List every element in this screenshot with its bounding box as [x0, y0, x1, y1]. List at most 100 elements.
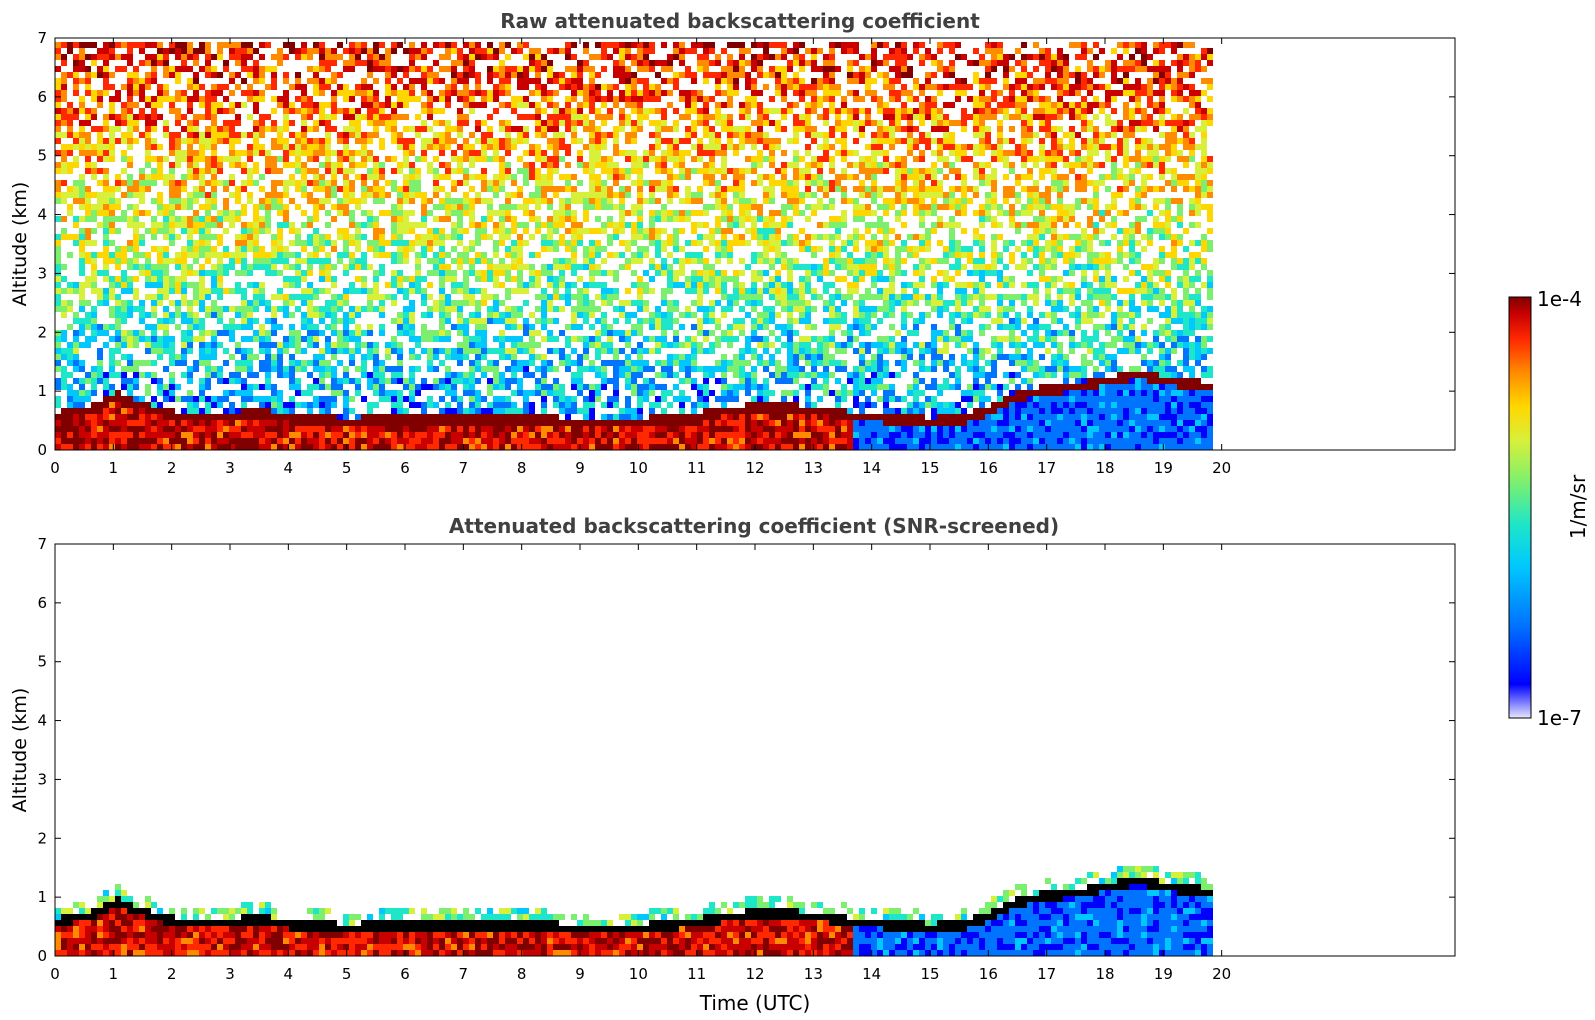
- heatmap-cell: [259, 300, 265, 306]
- heatmap-cell: [61, 192, 67, 198]
- heatmap-cell: [667, 234, 673, 240]
- heatmap-cell: [415, 402, 421, 408]
- heatmap-cell: [619, 204, 625, 210]
- heatmap-cell: [397, 210, 403, 216]
- heatmap-cell: [127, 204, 133, 210]
- heatmap-cell: [571, 222, 577, 228]
- heatmap-cell: [631, 54, 637, 60]
- heatmap-cell: [451, 180, 457, 186]
- heatmap-cell: [211, 366, 217, 372]
- heatmap-cell: [613, 72, 619, 78]
- heatmap-cell: [307, 222, 313, 228]
- heatmap-cell: [103, 210, 109, 216]
- heatmap-cell: [637, 54, 643, 60]
- heatmap-cell: [631, 72, 637, 78]
- heatmap-cell: [169, 300, 175, 306]
- heatmap-cell: [187, 300, 193, 306]
- heatmap-cell: [481, 174, 487, 180]
- heatmap-cell: [211, 162, 217, 168]
- heatmap-cell: [295, 348, 301, 354]
- heatmap-cell: [655, 402, 661, 408]
- heatmap-cell: [655, 120, 661, 126]
- heatmap-cell: [415, 390, 421, 396]
- heatmap-cell: [307, 390, 313, 396]
- heatmap-cell: [289, 102, 295, 108]
- heatmap-cell: [397, 354, 403, 360]
- heatmap-cell: [643, 156, 649, 162]
- heatmap-cell: [337, 300, 343, 306]
- heatmap-cell: [151, 168, 157, 174]
- heatmap-cell: [475, 234, 481, 240]
- heatmap-cell: [505, 174, 511, 180]
- heatmap-cell: [181, 186, 187, 192]
- heatmap-cell: [121, 270, 127, 276]
- heatmap-cell: [145, 432, 151, 438]
- heatmap-cell: [391, 420, 397, 426]
- heatmap-cell: [247, 324, 253, 330]
- heatmap-cell: [547, 366, 553, 372]
- heatmap-cell: [433, 444, 439, 450]
- heatmap-cell: [637, 162, 643, 168]
- heatmap-cell: [223, 348, 229, 354]
- heatmap-cell: [127, 426, 133, 432]
- heatmap-cell: [625, 420, 631, 426]
- heatmap-cell: [613, 366, 619, 372]
- heatmap-cell: [391, 318, 397, 324]
- heatmap-cell: [463, 378, 469, 384]
- heatmap-cell: [367, 168, 373, 174]
- heatmap-cell: [355, 114, 361, 120]
- heatmap-cell: [619, 348, 625, 354]
- heatmap-cell: [379, 210, 385, 216]
- heatmap-cell: [529, 420, 535, 426]
- heatmap-cell: [169, 204, 175, 210]
- heatmap-cell: [157, 276, 163, 282]
- heatmap-cell: [85, 192, 91, 198]
- heatmap-cell: [217, 318, 223, 324]
- heatmap-cell: [511, 222, 517, 228]
- heatmap-cell: [265, 204, 271, 210]
- heatmap-cell: [649, 234, 655, 240]
- heatmap-cell: [157, 42, 163, 48]
- heatmap-cell: [157, 222, 163, 228]
- heatmap-cell: [91, 432, 97, 438]
- heatmap-cell: [373, 426, 379, 432]
- heatmap-cell: [181, 180, 187, 186]
- heatmap-cell: [121, 114, 127, 120]
- heatmap-cell: [163, 264, 169, 270]
- heatmap-cell: [301, 276, 307, 282]
- heatmap-cell: [139, 42, 145, 48]
- heatmap-cell: [679, 312, 685, 318]
- heatmap-cell: [463, 372, 469, 378]
- heatmap-cell: [445, 432, 451, 438]
- heatmap-cell: [553, 72, 559, 78]
- heatmap-cell: [67, 48, 73, 54]
- heatmap-cell: [97, 366, 103, 372]
- heatmap-cell: [595, 114, 601, 120]
- heatmap-cell: [151, 336, 157, 342]
- heatmap-cell: [475, 84, 481, 90]
- heatmap-cell: [163, 48, 169, 54]
- heatmap-cell: [565, 396, 571, 402]
- heatmap-cell: [649, 96, 655, 102]
- heatmap-cell: [457, 288, 463, 294]
- heatmap-cell: [457, 120, 463, 126]
- heatmap-cell: [427, 138, 433, 144]
- heatmap-cell: [277, 444, 283, 450]
- heatmap-cell: [337, 318, 343, 324]
- heatmap-cell: [91, 252, 97, 258]
- heatmap-cell: [595, 174, 601, 180]
- heatmap-cell: [625, 84, 631, 90]
- heatmap-cell: [439, 132, 445, 138]
- heatmap-cell: [331, 420, 337, 426]
- heatmap-cell: [679, 198, 685, 204]
- heatmap-cell: [139, 420, 145, 426]
- heatmap-cell: [529, 174, 535, 180]
- heatmap-cell: [607, 402, 613, 408]
- heatmap-cell: [91, 402, 97, 408]
- heatmap-cell: [199, 306, 205, 312]
- heatmap-cell: [109, 258, 115, 264]
- heatmap-cell: [571, 324, 577, 330]
- heatmap-cell: [157, 324, 163, 330]
- heatmap-cell: [325, 192, 331, 198]
- heatmap-cell: [265, 192, 271, 198]
